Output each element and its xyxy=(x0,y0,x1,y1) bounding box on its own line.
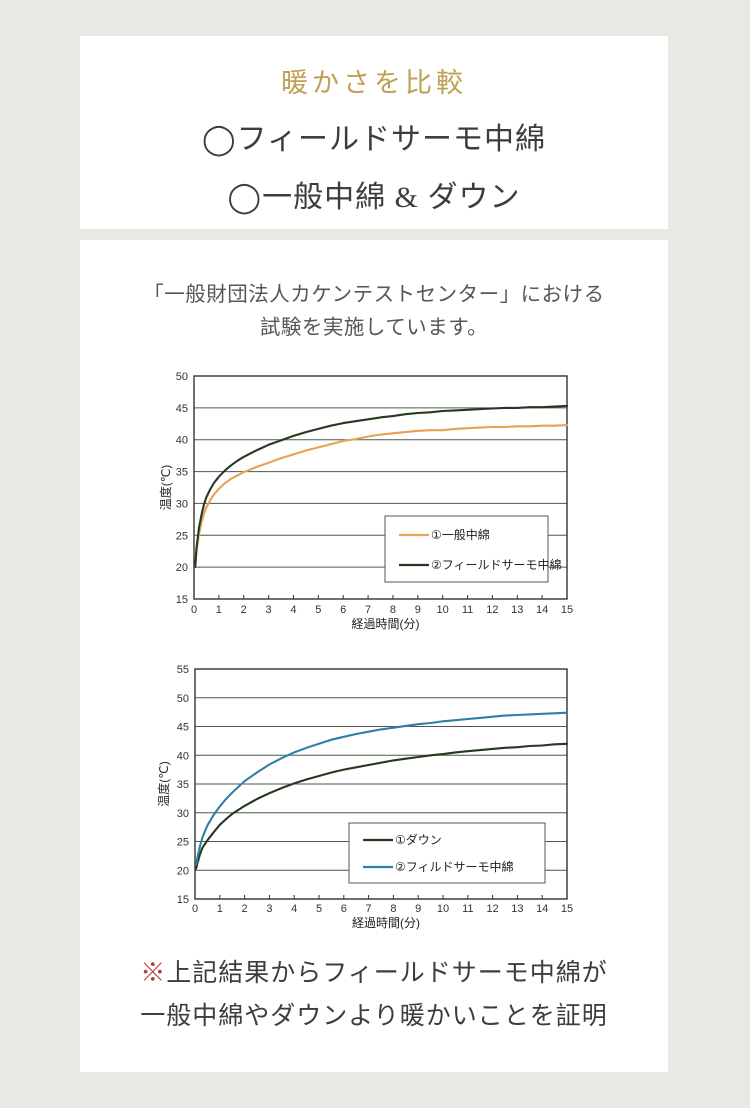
y-tick-label: 40 xyxy=(176,435,188,447)
conclusion-line2: 一般中綿やダウンより暖かいことを証明 xyxy=(140,1003,608,1030)
x-tick-label: 8 xyxy=(390,604,396,616)
test-card: 「一般財団法人カケンテストセンター」における 試験を実施しています。 15 20 2… xyxy=(80,240,668,1072)
test-intro-line1: 「一般財団法人カケンテストセンター」における xyxy=(143,283,605,306)
y-tick-label: 25 xyxy=(176,530,188,542)
x-tick-label: 0 xyxy=(191,604,197,616)
x-tick-label: 12 xyxy=(486,604,498,616)
chart-general-vs-thermo: 15 20 25 30 35 40 45 50 0 1 2 3 4 5 6 7 8 9 10 11 12 13 14 15 ①一… xyxy=(155,368,595,638)
legend-label: ①ダウン xyxy=(395,832,442,847)
x-axis-label: 経過時間(分) xyxy=(352,916,420,930)
y-tick-label: 30 xyxy=(177,808,189,820)
x-tick-label: 11 xyxy=(462,903,473,915)
y-axis-label: 温度(℃) xyxy=(156,761,171,806)
series-line xyxy=(194,424,569,569)
x-tick-label: 9 xyxy=(415,604,421,616)
y-tick-label: 30 xyxy=(176,498,188,510)
x-tick-label: 14 xyxy=(536,604,548,616)
x-tick-label: 15 xyxy=(561,903,573,915)
y-tick-label: 20 xyxy=(176,562,188,574)
conclusion-line1-text: 上記結果からフィールドサーモ中綿が xyxy=(166,960,608,987)
x-tick-label: 7 xyxy=(366,903,372,915)
x-tick-label: 5 xyxy=(315,604,321,616)
reference-mark: ※ xyxy=(140,960,167,987)
x-tick-label: 6 xyxy=(341,903,347,915)
x-tick-label: 11 xyxy=(462,604,473,616)
legend-label: ②フィルドサーモ中綿 xyxy=(395,859,514,874)
plot-border xyxy=(194,668,568,900)
x-tick-label: 13 xyxy=(511,604,523,616)
series-line xyxy=(194,404,569,569)
y-tick-label: 35 xyxy=(176,467,188,479)
x-tick-label: 2 xyxy=(242,903,248,915)
x-tick-label: 15 xyxy=(561,604,573,616)
plot-border xyxy=(193,375,568,600)
header-card: 暖かさを比較 ◯フィールドサーモ中綿 ◯一般中綿 & ダウン xyxy=(80,36,668,229)
test-intro-line2: 試験を実施しています。 xyxy=(259,316,489,339)
x-tick-label: 1 xyxy=(216,604,222,616)
y-tick-label: 35 xyxy=(177,779,189,791)
x-tick-label: 4 xyxy=(291,903,297,915)
conclusion-text: ※上記結果からフィールドサーモ中綿が 一般中綿やダウンより暖かいことを証明 xyxy=(80,952,668,1038)
legend-label: ①一般中綿 xyxy=(431,527,490,542)
conclusion-line1: ※上記結果からフィールドサーモ中綿が xyxy=(80,952,668,995)
y-tick-label: 45 xyxy=(177,722,189,734)
heading-general-down: ◯一般中綿 & ダウン xyxy=(227,181,521,214)
heading-field-thermo: ◯フィールドサーモ中綿 xyxy=(202,123,546,156)
legend-label: ②フィールドサーモ中綿 xyxy=(431,557,562,572)
series-line xyxy=(195,742,569,870)
x-tick-label: 3 xyxy=(266,604,272,616)
legend-box xyxy=(384,515,549,583)
y-tick-label: 50 xyxy=(177,693,189,705)
x-tick-label: 12 xyxy=(486,903,498,915)
y-tick-label: 15 xyxy=(176,594,188,606)
y-tick-label: 20 xyxy=(177,865,189,877)
chart-down-vs-thermo: 15 20 25 30 35 40 45 50 55 0 1 2 3 4 5 6 7 8 9 10 11 12 13 14 15… xyxy=(155,660,595,937)
x-tick-label: 4 xyxy=(290,604,296,616)
x-tick-label: 0 xyxy=(192,903,198,915)
x-tick-label: 8 xyxy=(390,903,396,915)
y-tick-label: 25 xyxy=(177,837,189,849)
legend-box xyxy=(348,822,546,884)
x-tick-label: 2 xyxy=(241,604,247,616)
x-tick-label: 13 xyxy=(511,903,523,915)
y-tick-label: 45 xyxy=(176,403,188,415)
x-tick-label: 6 xyxy=(340,604,346,616)
x-axis-label: 経過時間(分) xyxy=(352,617,420,631)
x-tick-label: 5 xyxy=(316,903,322,915)
section-title: 暖かさを比較 xyxy=(281,68,467,98)
test-intro: 「一般財団法人カケンテストセンター」における 試験を実施しています。 xyxy=(80,278,668,344)
y-tick-label: 15 xyxy=(177,894,189,906)
x-tick-label: 10 xyxy=(437,604,449,616)
x-tick-label: 1 xyxy=(217,903,223,915)
x-tick-label: 14 xyxy=(536,903,548,915)
x-tick-label: 3 xyxy=(266,903,272,915)
x-tick-label: 9 xyxy=(415,903,421,915)
x-tick-label: 10 xyxy=(437,903,449,915)
y-tick-label: 55 xyxy=(177,664,189,676)
x-tick-label: 7 xyxy=(365,604,371,616)
y-tick-label: 50 xyxy=(176,371,188,383)
y-axis-label: 温度(℃) xyxy=(158,465,173,510)
series-line xyxy=(195,711,569,866)
y-tick-label: 40 xyxy=(177,750,189,762)
